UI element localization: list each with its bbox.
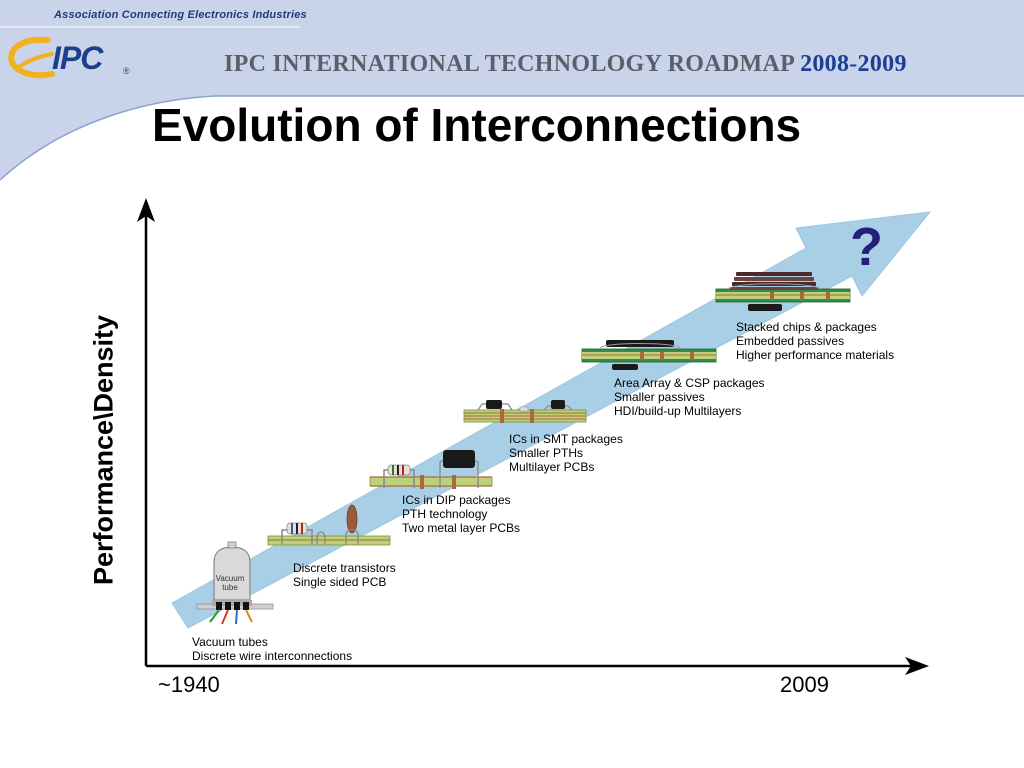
association-tagline: Association Connecting Electronics Indus… xyxy=(54,9,307,21)
roadmap-title: IPC INTERNATIONAL TECHNOLOGY ROADMAP xyxy=(224,51,794,77)
vacuum-tube-label-line1: Vacuum xyxy=(215,574,245,583)
smt-multilayer-pcb-icon xyxy=(463,400,587,423)
caption-line: Discrete wire interconnections xyxy=(192,649,353,663)
dip-package-pcb-icon xyxy=(369,450,493,489)
ipc-logo-swoosh-icon xyxy=(8,36,55,79)
caption-line: HDI/build-up Multilayers xyxy=(614,404,742,418)
caption-line: ICs in SMT packages xyxy=(509,432,623,446)
y-axis-arrowhead xyxy=(137,198,155,222)
stage-vacuum-tubes-caption: Vacuum tubes Discrete wire interconnecti… xyxy=(192,635,352,663)
caption-line: Multilayer PCBs xyxy=(509,460,595,474)
future-question-mark: ? xyxy=(850,217,883,277)
caption-line: Two metal layer PCBs xyxy=(402,521,521,535)
caption-line: PTH technology xyxy=(402,507,488,521)
vacuum-tube-icon xyxy=(196,541,274,625)
registered-mark: ® xyxy=(123,66,130,76)
roadmap-heading: IPC INTERNATIONAL TECHNOLOGY ROADMAP 200… xyxy=(224,51,907,78)
caption-line: Vacuum tubes xyxy=(192,635,268,649)
stage-stacked-chips-caption: Stacked chips & packages Embedded passiv… xyxy=(736,320,894,362)
vacuum-tube-label: Vacuum tube xyxy=(212,574,248,592)
y-axis-label: Performance\Density xyxy=(88,314,119,586)
single-sided-pcb-icon xyxy=(267,504,391,546)
caption-line: Smaller passives xyxy=(614,390,705,404)
stage-area-array-caption: Area Array & CSP packages Smaller passiv… xyxy=(614,376,765,418)
caption-line: Stacked chips & packages xyxy=(736,320,877,334)
caption-line: Smaller PTHs xyxy=(509,446,584,460)
x-axis-end-label: 2009 xyxy=(780,672,829,697)
ipc-logo: IPC xyxy=(52,40,103,76)
caption-line: Higher performance materials xyxy=(736,348,895,362)
caption-line: Discrete transistors xyxy=(293,561,396,575)
stage-discrete-transistors-caption: Discrete transistors Single sided PCB xyxy=(293,561,396,589)
caption-line: ICs in DIP packages xyxy=(402,493,511,507)
vacuum-tube-label-line2: tube xyxy=(222,583,238,592)
caption-line: Embedded passives xyxy=(736,334,845,348)
roadmap-years: 2008-2009 xyxy=(800,51,907,77)
caption-line: Area Array & CSP packages xyxy=(614,376,765,390)
x-axis-arrowhead xyxy=(905,657,929,675)
x-axis-start-label: ~1940 xyxy=(158,672,220,697)
area-array-hdi-pcb-icon xyxy=(581,340,717,370)
stacked-chips-pcb-icon xyxy=(715,272,851,311)
header-banner xyxy=(0,0,1024,181)
page-title: Evolution of Interconnections xyxy=(152,99,802,151)
stage-smt-packages-caption: ICs in SMT packages Smaller PTHs Multila… xyxy=(509,432,623,474)
caption-line: Single sided PCB xyxy=(293,575,387,589)
stage-dip-packages-caption: ICs in DIP packages PTH technology Two m… xyxy=(402,493,520,535)
